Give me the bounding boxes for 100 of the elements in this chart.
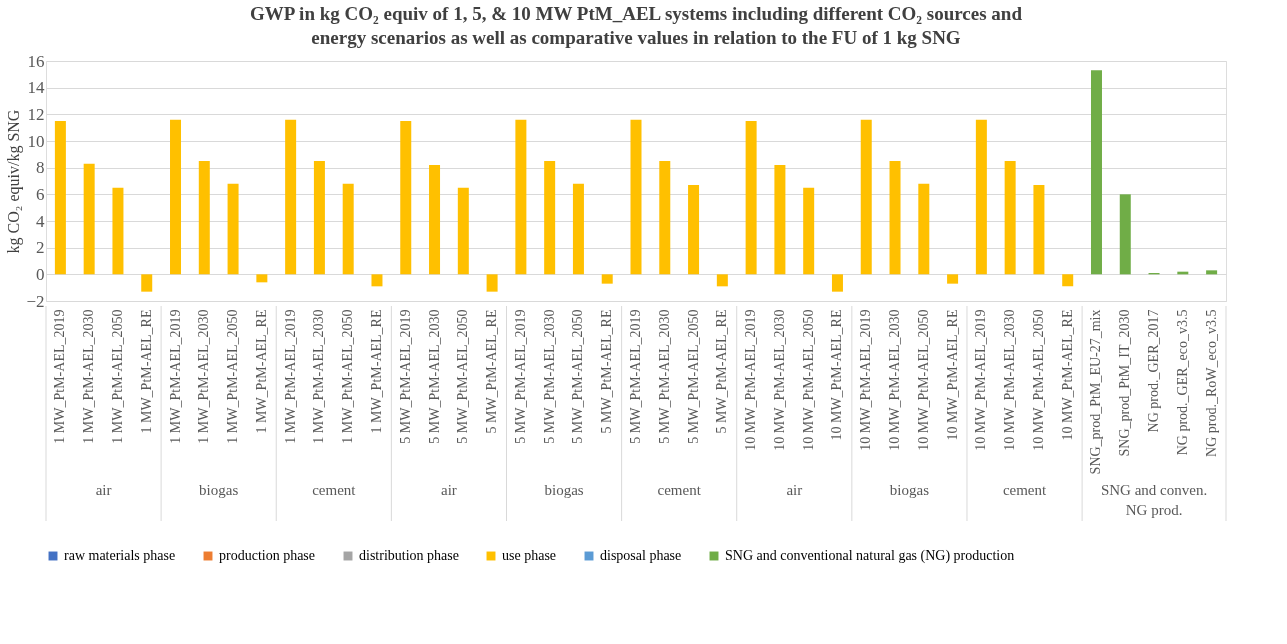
bar bbox=[803, 187, 815, 275]
x-tick-label: 5 MW_PtM-AEL_2019 bbox=[628, 309, 643, 444]
x-tick-label: 5 MW_PtM-AEL_2019 bbox=[397, 309, 413, 444]
bar bbox=[313, 161, 325, 275]
x-tick-label: 10 MW_PtM-AEL_2050 bbox=[915, 309, 931, 451]
x-tick-label: 10 MW_PtM-AEL_2030 bbox=[1002, 309, 1018, 451]
y-tick-label: 8 bbox=[36, 158, 45, 178]
bar bbox=[1062, 274, 1074, 287]
x-tick-label: 10 MW_PtM-AEL_2019 bbox=[858, 309, 874, 451]
x-tick-label: 10 MW_PtM-AEL_2019 bbox=[743, 309, 759, 451]
bar bbox=[457, 187, 469, 275]
bar bbox=[486, 274, 498, 292]
x-tick-label: 1 MW_PtM-AEL_2030 bbox=[311, 309, 327, 444]
x-tick-label: 1 MW_PtM-AEL_2030 bbox=[196, 309, 212, 444]
x-tick-label: 5 MW_PtM-AEL_RE bbox=[714, 309, 730, 434]
y-axis-title: kg CO₂ equiv/kg SNG bbox=[5, 109, 24, 254]
x-tick-label: 1 MW_PtM-AEL_2019 bbox=[167, 309, 183, 444]
y-tick-label: 6 bbox=[36, 184, 45, 204]
x-tick-label: NG prod._RoW_eco_v3.5 bbox=[1203, 309, 1219, 457]
chart-title: GWP in kg CO₂ equiv of 1, 5, & 10 MW PtM_AEL systems including different CO₂ sources and energy scenarios as well as comparative values in relation to the FU of 1 kg SNG bbox=[250, 3, 1023, 48]
x-tick-label: 5 MW_PtM-AEL_2050 bbox=[685, 309, 701, 444]
legend-label: distribution phase bbox=[359, 548, 459, 563]
bar bbox=[659, 161, 671, 275]
x-tick-label: NG prod._GER_eco_v3.5 bbox=[1174, 309, 1190, 456]
bar bbox=[83, 163, 95, 275]
x-tick-label: 10 MW_PtM-AEL_2050 bbox=[800, 309, 816, 451]
bar bbox=[947, 274, 959, 284]
y-tick-label: 14 bbox=[27, 78, 45, 98]
text: SNG and conven. NG prod. bbox=[1100, 482, 1208, 518]
bar bbox=[889, 161, 901, 275]
legend-label: raw materials phase bbox=[64, 548, 176, 563]
text: biogas bbox=[889, 482, 930, 498]
bar bbox=[342, 183, 354, 275]
x-tick-label: 1 MW_PtM-AEL_RE bbox=[368, 309, 384, 434]
bar bbox=[227, 183, 239, 275]
text: cement bbox=[1002, 482, 1048, 498]
x-tick-label: 5 MW_PtM-AEL_2019 bbox=[512, 309, 528, 444]
legend-label: disposal phase bbox=[600, 548, 682, 563]
x-tick-label: 1 MW_PtM-AEL_RE bbox=[253, 309, 269, 434]
text: biogas bbox=[199, 482, 239, 498]
bar bbox=[1119, 194, 1131, 275]
bar bbox=[630, 119, 642, 275]
bar bbox=[54, 121, 66, 275]
x-tick-label: 1 MW_PtM-AEL_2050 bbox=[225, 309, 241, 444]
bar bbox=[285, 119, 297, 275]
bar bbox=[170, 119, 182, 275]
x-tick-label: 5 MW_PtM-AEL_2050 bbox=[455, 309, 471, 444]
bar bbox=[515, 119, 527, 275]
text: biogas bbox=[544, 482, 584, 498]
x-tick-label: NG prod._GER_2017 bbox=[1146, 309, 1162, 433]
bar bbox=[544, 161, 556, 275]
y-tick-label: 2 bbox=[36, 238, 45, 258]
y-tick-label: 10 bbox=[27, 131, 45, 151]
x-tick-label: 5 MW_PtM-AEL_2030 bbox=[541, 309, 557, 444]
bar bbox=[256, 274, 268, 283]
x-tick-label: 10 MW_PtM-AEL_RE bbox=[1059, 309, 1075, 441]
x-tick-label: 5 MW_PtM-AEL_2030 bbox=[656, 309, 672, 444]
bar bbox=[198, 161, 210, 275]
x-tick-label: 1 MW_PtM-AEL_2030 bbox=[81, 309, 97, 444]
legend-label: use phase bbox=[502, 548, 557, 563]
bar bbox=[429, 165, 441, 275]
x-tick-label: 5 MW_PtM-AEL_RE bbox=[599, 309, 615, 434]
bar bbox=[572, 183, 584, 275]
bar bbox=[745, 121, 757, 275]
bar bbox=[860, 119, 872, 275]
text: air bbox=[786, 482, 803, 498]
legend-label: SNG and conventional natural gas (NG) production bbox=[725, 548, 1015, 564]
text: cement bbox=[312, 482, 357, 498]
x-tick-label: 1 MW_PtM-AEL_2019 bbox=[52, 309, 68, 444]
x-tick-label: SNG_prod_PtM_IT_2030 bbox=[1117, 309, 1133, 457]
y-tick-label: 4 bbox=[36, 211, 45, 231]
bar bbox=[688, 185, 700, 275]
bar bbox=[141, 274, 153, 292]
y-tick-label: 0 bbox=[36, 264, 45, 284]
x-tick-label: 1 MW_PtM-AEL_2050 bbox=[340, 309, 356, 444]
bar bbox=[975, 119, 987, 275]
bar bbox=[1090, 70, 1102, 275]
y-tick-label: −2 bbox=[26, 291, 45, 311]
bar bbox=[716, 274, 728, 287]
legend-label: production phase bbox=[219, 548, 316, 563]
x-tick-label: 1 MW_PtM-AEL_RE bbox=[138, 309, 154, 434]
x-tick-label: 10 MW_PtM-AEL_2030 bbox=[771, 309, 787, 451]
bar bbox=[112, 187, 124, 275]
text: air bbox=[441, 482, 457, 498]
x-tick-label: 10 MW_PtM-AEL_RE bbox=[944, 309, 960, 441]
x-tick-label: 10 MW_PtM-AEL_2030 bbox=[887, 309, 903, 451]
x-tick-label: 5 MW_PtM-AEL_2050 bbox=[570, 309, 586, 444]
bar bbox=[400, 121, 412, 275]
bar bbox=[831, 274, 843, 292]
bar bbox=[371, 274, 383, 287]
x-tick-label: SNG_prod_PtM_EU-27_mix bbox=[1088, 309, 1104, 475]
text: air bbox=[95, 482, 112, 498]
x-tick-label: 5 MW_PtM-AEL_RE bbox=[484, 309, 500, 434]
bar bbox=[601, 274, 613, 284]
bar bbox=[1033, 185, 1045, 275]
x-tick-label: 5 MW_PtM-AEL_2030 bbox=[426, 309, 442, 444]
text: cement bbox=[657, 482, 702, 498]
x-tick-label: 10 MW_PtM-AEL_2050 bbox=[1030, 309, 1046, 451]
x-tick-label: 10 MW_PtM-AEL_2019 bbox=[973, 309, 989, 451]
bar bbox=[918, 183, 930, 275]
